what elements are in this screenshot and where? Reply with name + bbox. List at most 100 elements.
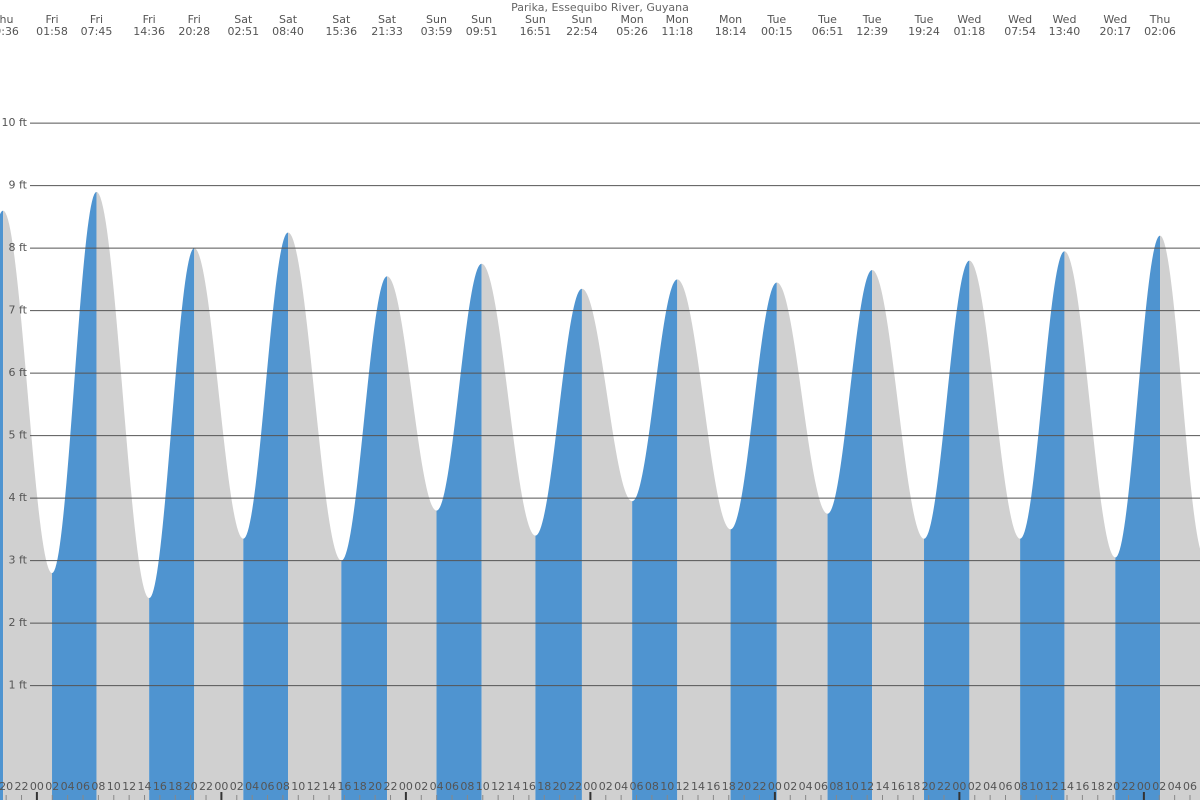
y-tick-label: 2 ft: [9, 616, 28, 629]
x-tick-label: 10: [1029, 780, 1043, 793]
x-tick-label: 22: [937, 780, 951, 793]
extreme-time: 01:58: [36, 25, 68, 38]
x-tick-label: 04: [799, 780, 813, 793]
extreme-day: Fri: [143, 13, 156, 26]
y-tick-label: 5 ft: [9, 429, 28, 442]
x-tick-label: 04: [983, 780, 997, 793]
x-tick-label: 16: [522, 780, 536, 793]
extreme-time: 08:40: [272, 25, 304, 38]
extreme-time: 19:36: [0, 25, 19, 38]
rising-tide: [52, 191, 97, 800]
x-tick-label: 04: [430, 780, 444, 793]
x-tick-label: 02: [414, 780, 428, 793]
x-tick-label: 22: [15, 780, 29, 793]
extreme-day: Wed: [1103, 13, 1127, 26]
x-tick-label: 20: [368, 780, 382, 793]
x-tick-label: 16: [706, 780, 720, 793]
x-tick-label: 00: [399, 780, 413, 793]
x-tick-label: 10: [476, 780, 490, 793]
x-tick-label: 22: [199, 780, 213, 793]
labels: 1 ft 2 ft 3 ft 4 ft 5 ft 6 ft 7 ft 8 ft 9 ft 10 f…: [0, 13, 1197, 800]
rising-tide: [1115, 235, 1161, 800]
y-tick-label: 3 ft: [9, 554, 28, 567]
x-tick-label: 10: [107, 780, 121, 793]
x-tick-label: 02: [45, 780, 59, 793]
extreme-day: Fri: [45, 13, 58, 26]
x-tick-label: 04: [61, 780, 75, 793]
extreme-time: 02:06: [1144, 25, 1176, 38]
extreme-day: Fri: [188, 13, 201, 26]
x-tick-label: 14: [138, 780, 152, 793]
x-tick-label: 22: [568, 780, 582, 793]
x-tick-label: 02: [1152, 780, 1166, 793]
extreme-day: Sun: [525, 13, 546, 26]
x-tick-label: 08: [1014, 780, 1028, 793]
x-tick-label: 18: [353, 780, 367, 793]
x-tick-label: 14: [876, 780, 890, 793]
extreme-day: Mon: [621, 13, 644, 26]
x-tick-label: 12: [860, 780, 874, 793]
x-tick-label: 06: [999, 780, 1013, 793]
x-tick-label: 06: [630, 780, 644, 793]
extreme-time: 22:54: [566, 25, 598, 38]
x-tick-label: 12: [122, 780, 136, 793]
x-tick-label: 18: [722, 780, 736, 793]
tide-lead: [0, 210, 4, 800]
x-tick-label: 20: [922, 780, 936, 793]
x-tick-label: 06: [1183, 780, 1197, 793]
x-tick-label: 08: [645, 780, 659, 793]
x-tick-label: 12: [1045, 780, 1059, 793]
extreme-day: Sun: [571, 13, 592, 26]
x-tick-label: 14: [1060, 780, 1074, 793]
rising-tide: [243, 232, 289, 800]
x-tick-label: 16: [891, 780, 905, 793]
extreme-time: 19:24: [908, 25, 940, 38]
extreme-day: Thu: [0, 13, 13, 26]
y-tick-label: 8 ft: [9, 241, 28, 254]
x-tick-label: 10: [845, 780, 859, 793]
extreme-time: 07:45: [81, 25, 113, 38]
extreme-day: Sat: [332, 13, 351, 26]
x-tick-label: 22: [384, 780, 398, 793]
x-tick-label: 06: [814, 780, 828, 793]
rising-tide: [341, 276, 388, 800]
extreme-day: Sat: [279, 13, 298, 26]
extreme-day: Fri: [90, 13, 103, 26]
x-tick-label: 02: [599, 780, 613, 793]
extreme-day: Tue: [766, 13, 786, 26]
x-tick-label: 20: [737, 780, 751, 793]
falling-tide: [969, 260, 1021, 800]
x-tick-label: 18: [906, 780, 920, 793]
y-tick-label: 4 ft: [9, 491, 28, 504]
extreme-time: 18:14: [715, 25, 747, 38]
x-tick-label: 02: [230, 780, 244, 793]
x-tick-label: 04: [1168, 780, 1182, 793]
extreme-day: Sun: [471, 13, 492, 26]
x-tick-label: 00: [768, 780, 782, 793]
x-tick-label: 00: [583, 780, 597, 793]
falling-tide: [872, 270, 925, 800]
rising-tide: [924, 260, 970, 800]
x-tick-label: 22: [1122, 780, 1136, 793]
y-tick-label: 7 ft: [9, 304, 28, 317]
extreme-day: Tue: [862, 13, 882, 26]
x-tick-label: 06: [445, 780, 459, 793]
x-tick-label: 10: [291, 780, 305, 793]
extreme-time: 05:26: [616, 25, 648, 38]
extreme-time: 14:36: [133, 25, 165, 38]
extreme-day: Wed: [1008, 13, 1032, 26]
x-tick-label: 18: [537, 780, 551, 793]
extreme-time: 20:17: [1099, 25, 1131, 38]
x-tick-label: 20: [1106, 780, 1120, 793]
falling-tide: [194, 248, 244, 800]
rising-tide: [436, 263, 482, 800]
x-tick-label: 02: [968, 780, 982, 793]
x-tick-label: 10: [660, 780, 674, 793]
extreme-time: 00:15: [761, 25, 793, 38]
falling-tide: [581, 288, 633, 800]
rising-tide: [632, 279, 678, 800]
falling-tide: [481, 263, 536, 800]
extreme-day: Wed: [957, 13, 981, 26]
x-tick-label: 00: [214, 780, 228, 793]
extreme-day: Mon: [666, 13, 689, 26]
